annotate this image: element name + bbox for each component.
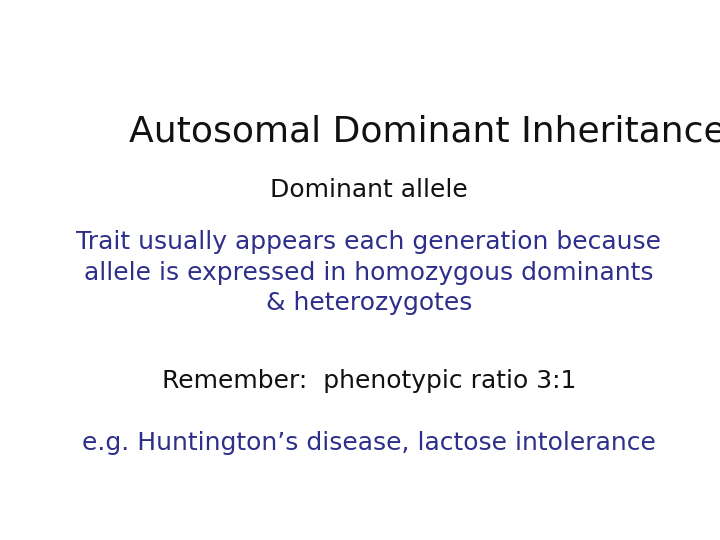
- Text: Trait usually appears each generation because
allele is expressed in homozygous : Trait usually appears each generation be…: [76, 230, 662, 315]
- Text: Dominant allele: Dominant allele: [270, 178, 468, 201]
- Text: Remember:  phenotypic ratio 3:1: Remember: phenotypic ratio 3:1: [162, 369, 576, 393]
- Text: e.g. Huntington’s disease, lactose intolerance: e.g. Huntington’s disease, lactose intol…: [82, 431, 656, 455]
- Text: Autosomal Dominant Inheritance: Autosomal Dominant Inheritance: [129, 114, 720, 148]
